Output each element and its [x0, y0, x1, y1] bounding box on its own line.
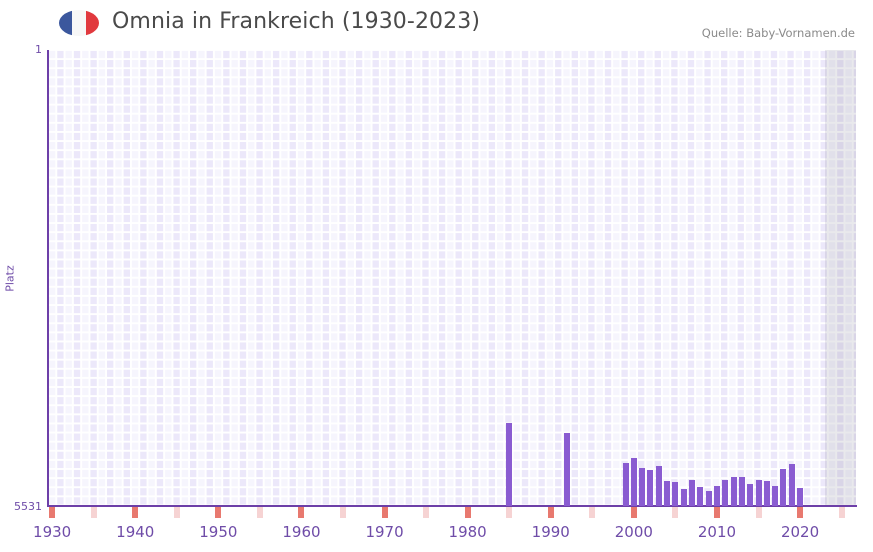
x-axis-tick-label: 1980 — [448, 523, 487, 541]
chart-bar — [689, 480, 696, 506]
x-axis-tick-major — [797, 507, 804, 518]
x-axis-tick-labels: 1930 1940 1950 1960 1970 1980 1990 2000 2010 2020 — [0, 523, 873, 547]
x-axis-tick-label: 2010 — [697, 523, 737, 541]
x-axis-tick-label: 1970 — [365, 523, 404, 541]
chart-plot-area — [48, 50, 856, 506]
flag-band-white — [72, 10, 86, 36]
x-axis-tick-minor — [755, 507, 762, 518]
chart-bar — [680, 489, 687, 506]
x-axis-tick-major — [381, 507, 388, 518]
y-axis-title: Platz — [3, 265, 17, 292]
x-axis-tick-minor — [589, 507, 596, 518]
x-axis-tick-minor — [173, 507, 180, 518]
chart-bar — [747, 483, 754, 506]
x-axis-tick-minor — [838, 507, 845, 518]
chart-bar — [713, 486, 720, 506]
chart-bar — [664, 481, 671, 506]
chart-bar — [564, 433, 571, 506]
chart-bar — [722, 480, 729, 506]
page-title: Omnia in Frankreich (1930-2023) — [112, 9, 481, 34]
x-axis-tick-major — [630, 507, 637, 518]
x-axis-tick-label: 1940 — [116, 523, 155, 541]
chart-bar — [738, 477, 745, 506]
chart-grid-stripes — [48, 50, 856, 506]
chart-bar — [797, 487, 804, 506]
chart-bar — [788, 463, 795, 506]
y-axis-tick-bottom: 5531 — [14, 500, 42, 513]
flag-band-blue — [59, 10, 73, 36]
chart-bar — [655, 465, 662, 506]
chart-bar — [622, 463, 629, 506]
chart-bar — [755, 479, 762, 506]
x-axis-tick-major — [215, 507, 222, 518]
chart-header: Omnia in Frankreich (1930-2023) Quelle: … — [0, 0, 873, 46]
x-axis-tick-label: 1990 — [531, 523, 570, 541]
x-axis-tick-minor — [256, 507, 263, 518]
x-axis-tick-label: 1930 — [33, 523, 72, 541]
chart-bar — [639, 468, 646, 506]
chart-bar — [697, 486, 704, 506]
france-flag-icon — [59, 10, 99, 36]
x-axis-tick-minor — [423, 507, 430, 518]
chart-bar — [506, 423, 513, 506]
x-axis-tick-major — [464, 507, 471, 518]
x-axis-tick-minor — [672, 507, 679, 518]
chart-bar — [763, 481, 770, 506]
y-axis-line — [47, 50, 49, 506]
x-axis-line — [47, 505, 857, 507]
x-axis-tick-major — [298, 507, 305, 518]
chart-bar — [780, 468, 787, 506]
x-axis-tick-strip — [48, 507, 856, 518]
chart-bars — [48, 50, 856, 506]
chart-bar — [705, 491, 712, 506]
x-axis-tick-label: 1960 — [282, 523, 321, 541]
chart-bar — [672, 482, 679, 506]
x-axis-tick-label: 2020 — [780, 523, 820, 541]
x-axis-tick-major — [713, 507, 720, 518]
chart-bar — [772, 486, 779, 506]
x-axis-tick-major — [49, 507, 56, 518]
x-axis-tick-label: 1950 — [199, 523, 238, 541]
chart-shaded-region — [824, 50, 856, 506]
x-axis-tick-minor — [506, 507, 513, 518]
x-axis-tick-major — [132, 507, 139, 518]
x-axis-tick-major — [547, 507, 554, 518]
chart-bar — [630, 458, 637, 506]
flag-band-red — [85, 10, 99, 36]
chart-bar — [730, 477, 737, 506]
y-axis-tick-top: 1 — [35, 43, 42, 56]
x-axis-tick-minor — [90, 507, 97, 518]
source-label: Quelle: Baby-Vornamen.de — [701, 26, 855, 40]
x-axis-tick-label: 2000 — [614, 523, 653, 541]
chart-bar — [647, 469, 654, 506]
x-axis-tick-minor — [340, 507, 346, 518]
